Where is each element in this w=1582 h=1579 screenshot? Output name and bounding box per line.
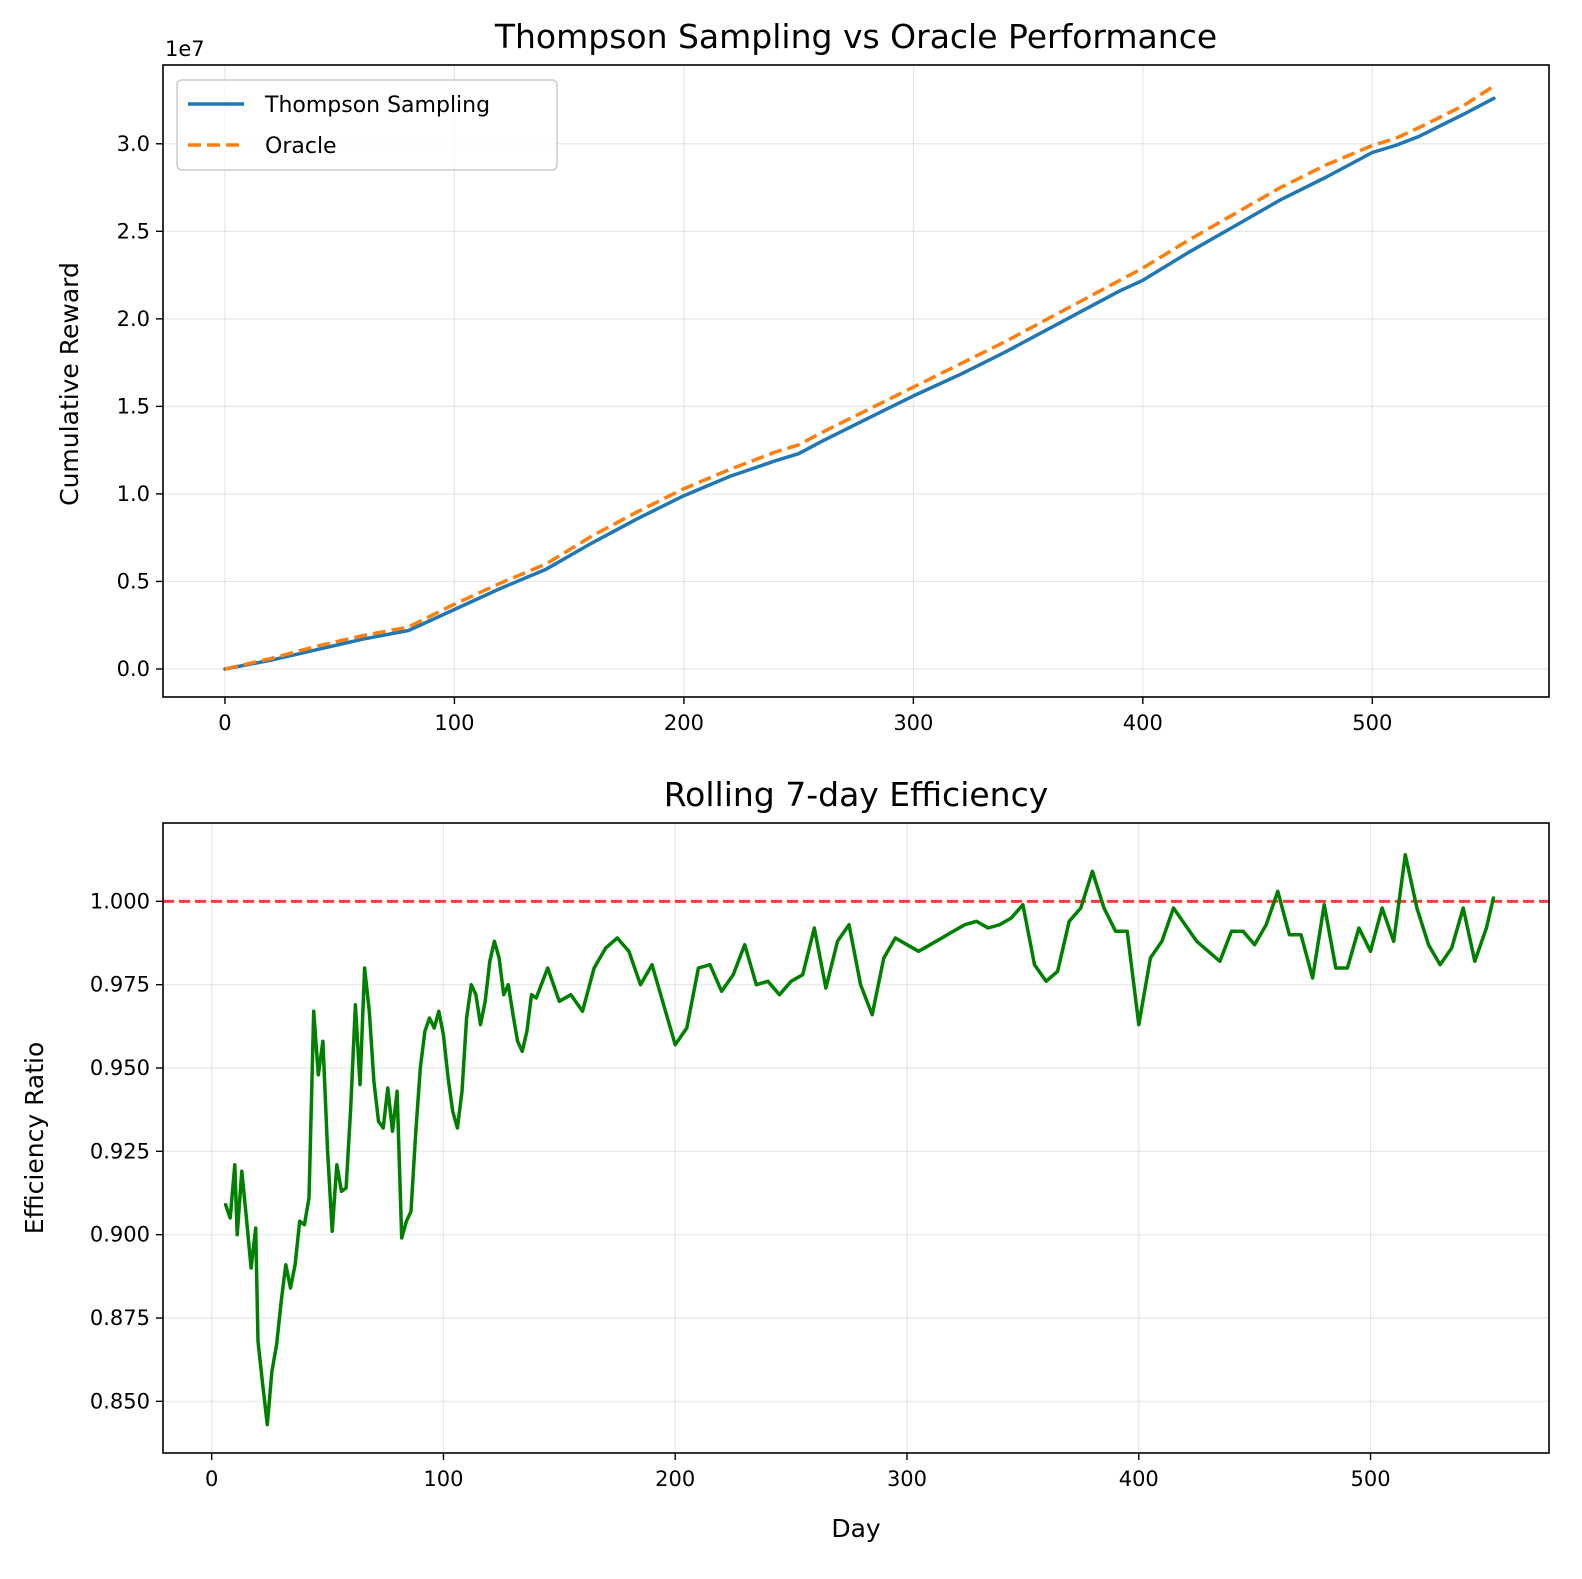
x-tick-label-top: 100: [434, 711, 474, 735]
series-line-top-0: [223, 96, 1496, 671]
y-tick-label-bottom: 0.975: [90, 973, 150, 997]
x-axis-label-day: Day: [831, 1514, 881, 1543]
legend-label-oracle: Oracle: [265, 134, 337, 159]
x-tick-label-bottom: 300: [887, 1467, 927, 1491]
legend-label-thompson: Thompson Sampling: [264, 93, 490, 118]
y-tick-label-bottom: 0.950: [90, 1056, 150, 1080]
y-tick-label-top: 2.5: [117, 219, 150, 243]
y-tick-label-top: 3.0: [117, 132, 150, 156]
y-tick-label-bottom: 0.875: [90, 1306, 150, 1330]
series-line-top-1: [224, 84, 1495, 671]
y-tick-label-bottom: 0.925: [90, 1139, 150, 1163]
x-tick-label-bottom: 0: [205, 1467, 218, 1491]
plot-frame-bottom: [162, 822, 1550, 1454]
x-tick-label-top: 400: [1123, 711, 1163, 735]
y-tick-label-top: 1.0: [117, 482, 150, 506]
x-tick-label-top: 0: [218, 711, 231, 735]
legend-frame: [176, 79, 558, 171]
y-tick-label-top: 0.5: [117, 569, 150, 593]
x-tick-label-bottom: 100: [423, 1467, 463, 1491]
y-axis-label-efficiency: Efficiency Ratio: [20, 1042, 49, 1235]
y-tick-label-top: 1.5: [117, 394, 150, 418]
y-tick-label-bottom: 0.900: [90, 1223, 150, 1247]
x-tick-label-top: 500: [1352, 711, 1392, 735]
y-tick-label-top: 2.0: [117, 307, 150, 331]
x-tick-label-bottom: 400: [1119, 1467, 1159, 1491]
y-axis-label-cumulative-reward: Cumulative Reward: [55, 262, 84, 506]
x-tick-label-bottom: 200: [655, 1467, 695, 1491]
y-tick-label-bottom: 0.850: [90, 1389, 150, 1413]
y-tick-label-top: 0.0: [117, 657, 150, 681]
plot-frame-top: [162, 64, 1550, 698]
x-tick-label-top: 200: [664, 711, 704, 735]
y-tick-label-bottom: 1.000: [90, 889, 150, 913]
series-line-bottom-0: [223, 852, 1496, 1427]
cumulative-reward-title: Thompson Sampling vs Oracle Performance: [494, 17, 1217, 56]
efficiency-panel: Rolling 7-day Efficiency Efficiency Rati…: [20, 775, 1550, 1543]
x-tick-label-top: 300: [893, 711, 933, 735]
legend: Thompson Sampling Oracle: [176, 79, 558, 171]
cumulative-reward-panel: Thompson Sampling vs Oracle Performance …: [55, 17, 1550, 735]
y-offset-text: 1e7: [165, 37, 205, 61]
x-tick-label-bottom: 500: [1350, 1467, 1390, 1491]
efficiency-title: Rolling 7-day Efficiency: [664, 775, 1049, 814]
